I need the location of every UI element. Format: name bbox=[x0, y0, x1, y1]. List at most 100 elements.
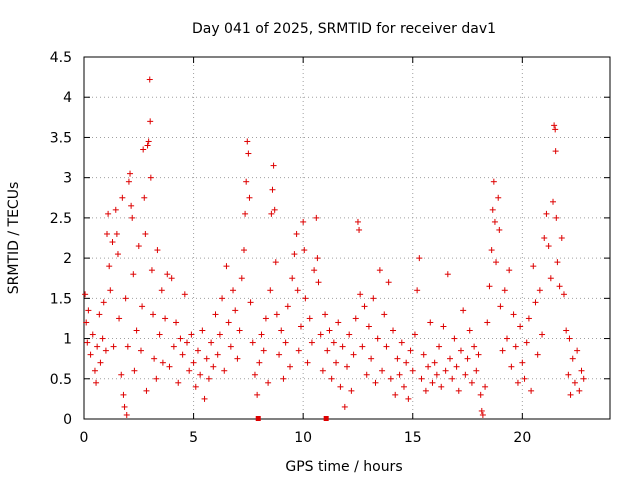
data-point bbox=[130, 271, 137, 278]
data-point bbox=[142, 230, 149, 237]
data-point bbox=[348, 387, 355, 394]
data-point bbox=[418, 375, 425, 382]
baseline-marker bbox=[255, 416, 261, 421]
y-tick-label: 0 bbox=[63, 412, 72, 428]
data-point bbox=[289, 275, 296, 282]
data-point bbox=[322, 311, 329, 318]
data-point bbox=[145, 138, 152, 145]
data-point bbox=[278, 327, 285, 334]
data-point bbox=[521, 375, 528, 382]
data-point bbox=[153, 375, 160, 382]
data-point bbox=[221, 367, 228, 374]
data-point bbox=[123, 411, 130, 418]
data-point bbox=[175, 379, 182, 386]
data-point bbox=[354, 218, 361, 225]
data-point bbox=[451, 335, 458, 342]
x-tick-label: 15 bbox=[404, 430, 422, 446]
x-axis-title: GPS time / hours bbox=[285, 459, 402, 475]
data-point bbox=[243, 178, 250, 185]
data-point bbox=[330, 339, 337, 346]
data-point bbox=[170, 343, 177, 350]
data-point bbox=[110, 343, 117, 350]
data-point bbox=[141, 194, 148, 201]
data-point bbox=[154, 247, 161, 254]
data-point bbox=[545, 243, 552, 250]
data-point bbox=[114, 251, 121, 258]
data-point bbox=[210, 363, 217, 370]
y-tick-label: 2 bbox=[63, 251, 72, 267]
data-point bbox=[265, 379, 272, 386]
x-tick-label: 10 bbox=[294, 430, 312, 446]
data-point bbox=[102, 347, 109, 354]
data-point bbox=[188, 331, 195, 338]
data-point bbox=[251, 371, 258, 378]
data-point bbox=[177, 335, 184, 342]
data-point bbox=[497, 303, 504, 310]
data-point bbox=[232, 307, 239, 314]
data-point bbox=[477, 391, 484, 398]
data-point bbox=[416, 255, 423, 262]
data-point bbox=[313, 214, 320, 221]
data-point bbox=[96, 311, 103, 318]
data-point bbox=[374, 335, 381, 342]
data-point bbox=[508, 363, 515, 370]
data-point bbox=[525, 315, 532, 322]
data-point bbox=[530, 263, 537, 270]
data-point bbox=[262, 315, 269, 322]
data-point bbox=[164, 271, 171, 278]
data-point bbox=[486, 283, 493, 290]
data-point bbox=[357, 291, 364, 298]
x-tick-label: 0 bbox=[80, 430, 89, 446]
data-point bbox=[491, 218, 498, 225]
data-point bbox=[528, 387, 535, 394]
data-point bbox=[398, 339, 405, 346]
data-point bbox=[396, 371, 403, 378]
data-point bbox=[131, 367, 138, 374]
data-point bbox=[301, 247, 308, 254]
data-point bbox=[578, 367, 585, 374]
data-point bbox=[519, 359, 526, 366]
data-point bbox=[197, 371, 204, 378]
baseline-markers bbox=[255, 416, 329, 421]
data-point bbox=[100, 299, 107, 306]
data-point bbox=[567, 391, 574, 398]
data-point bbox=[147, 174, 154, 181]
data-point bbox=[158, 287, 165, 294]
data-point bbox=[245, 150, 252, 157]
data-point bbox=[107, 287, 114, 294]
data-point bbox=[565, 371, 572, 378]
data-point bbox=[420, 351, 427, 358]
data-point bbox=[199, 327, 206, 334]
data-point bbox=[400, 383, 407, 390]
data-point bbox=[147, 118, 154, 125]
data-point bbox=[297, 323, 304, 330]
data-point bbox=[488, 247, 495, 254]
y-tick-label: 2.5 bbox=[50, 211, 72, 227]
data-point bbox=[112, 206, 119, 213]
grid bbox=[84, 57, 610, 419]
data-point bbox=[240, 247, 247, 254]
data-point bbox=[254, 391, 261, 398]
data-point bbox=[308, 339, 315, 346]
data-point bbox=[280, 375, 287, 382]
data-point bbox=[571, 379, 578, 386]
data-point bbox=[390, 327, 397, 334]
data-point bbox=[148, 267, 155, 274]
data-point bbox=[87, 351, 94, 358]
data-point bbox=[85, 307, 92, 314]
data-point bbox=[433, 371, 440, 378]
data-point bbox=[244, 138, 251, 145]
data-point bbox=[523, 339, 530, 346]
data-point bbox=[270, 162, 277, 169]
data-point bbox=[97, 359, 104, 366]
data-point bbox=[506, 267, 513, 274]
baseline-marker bbox=[323, 416, 329, 421]
data-point bbox=[287, 363, 294, 370]
data-point bbox=[311, 267, 318, 274]
data-point bbox=[315, 279, 322, 286]
data-point bbox=[449, 375, 456, 382]
data-point bbox=[499, 347, 506, 354]
data-point bbox=[475, 351, 482, 358]
data-point bbox=[512, 343, 519, 350]
data-point bbox=[104, 230, 111, 237]
